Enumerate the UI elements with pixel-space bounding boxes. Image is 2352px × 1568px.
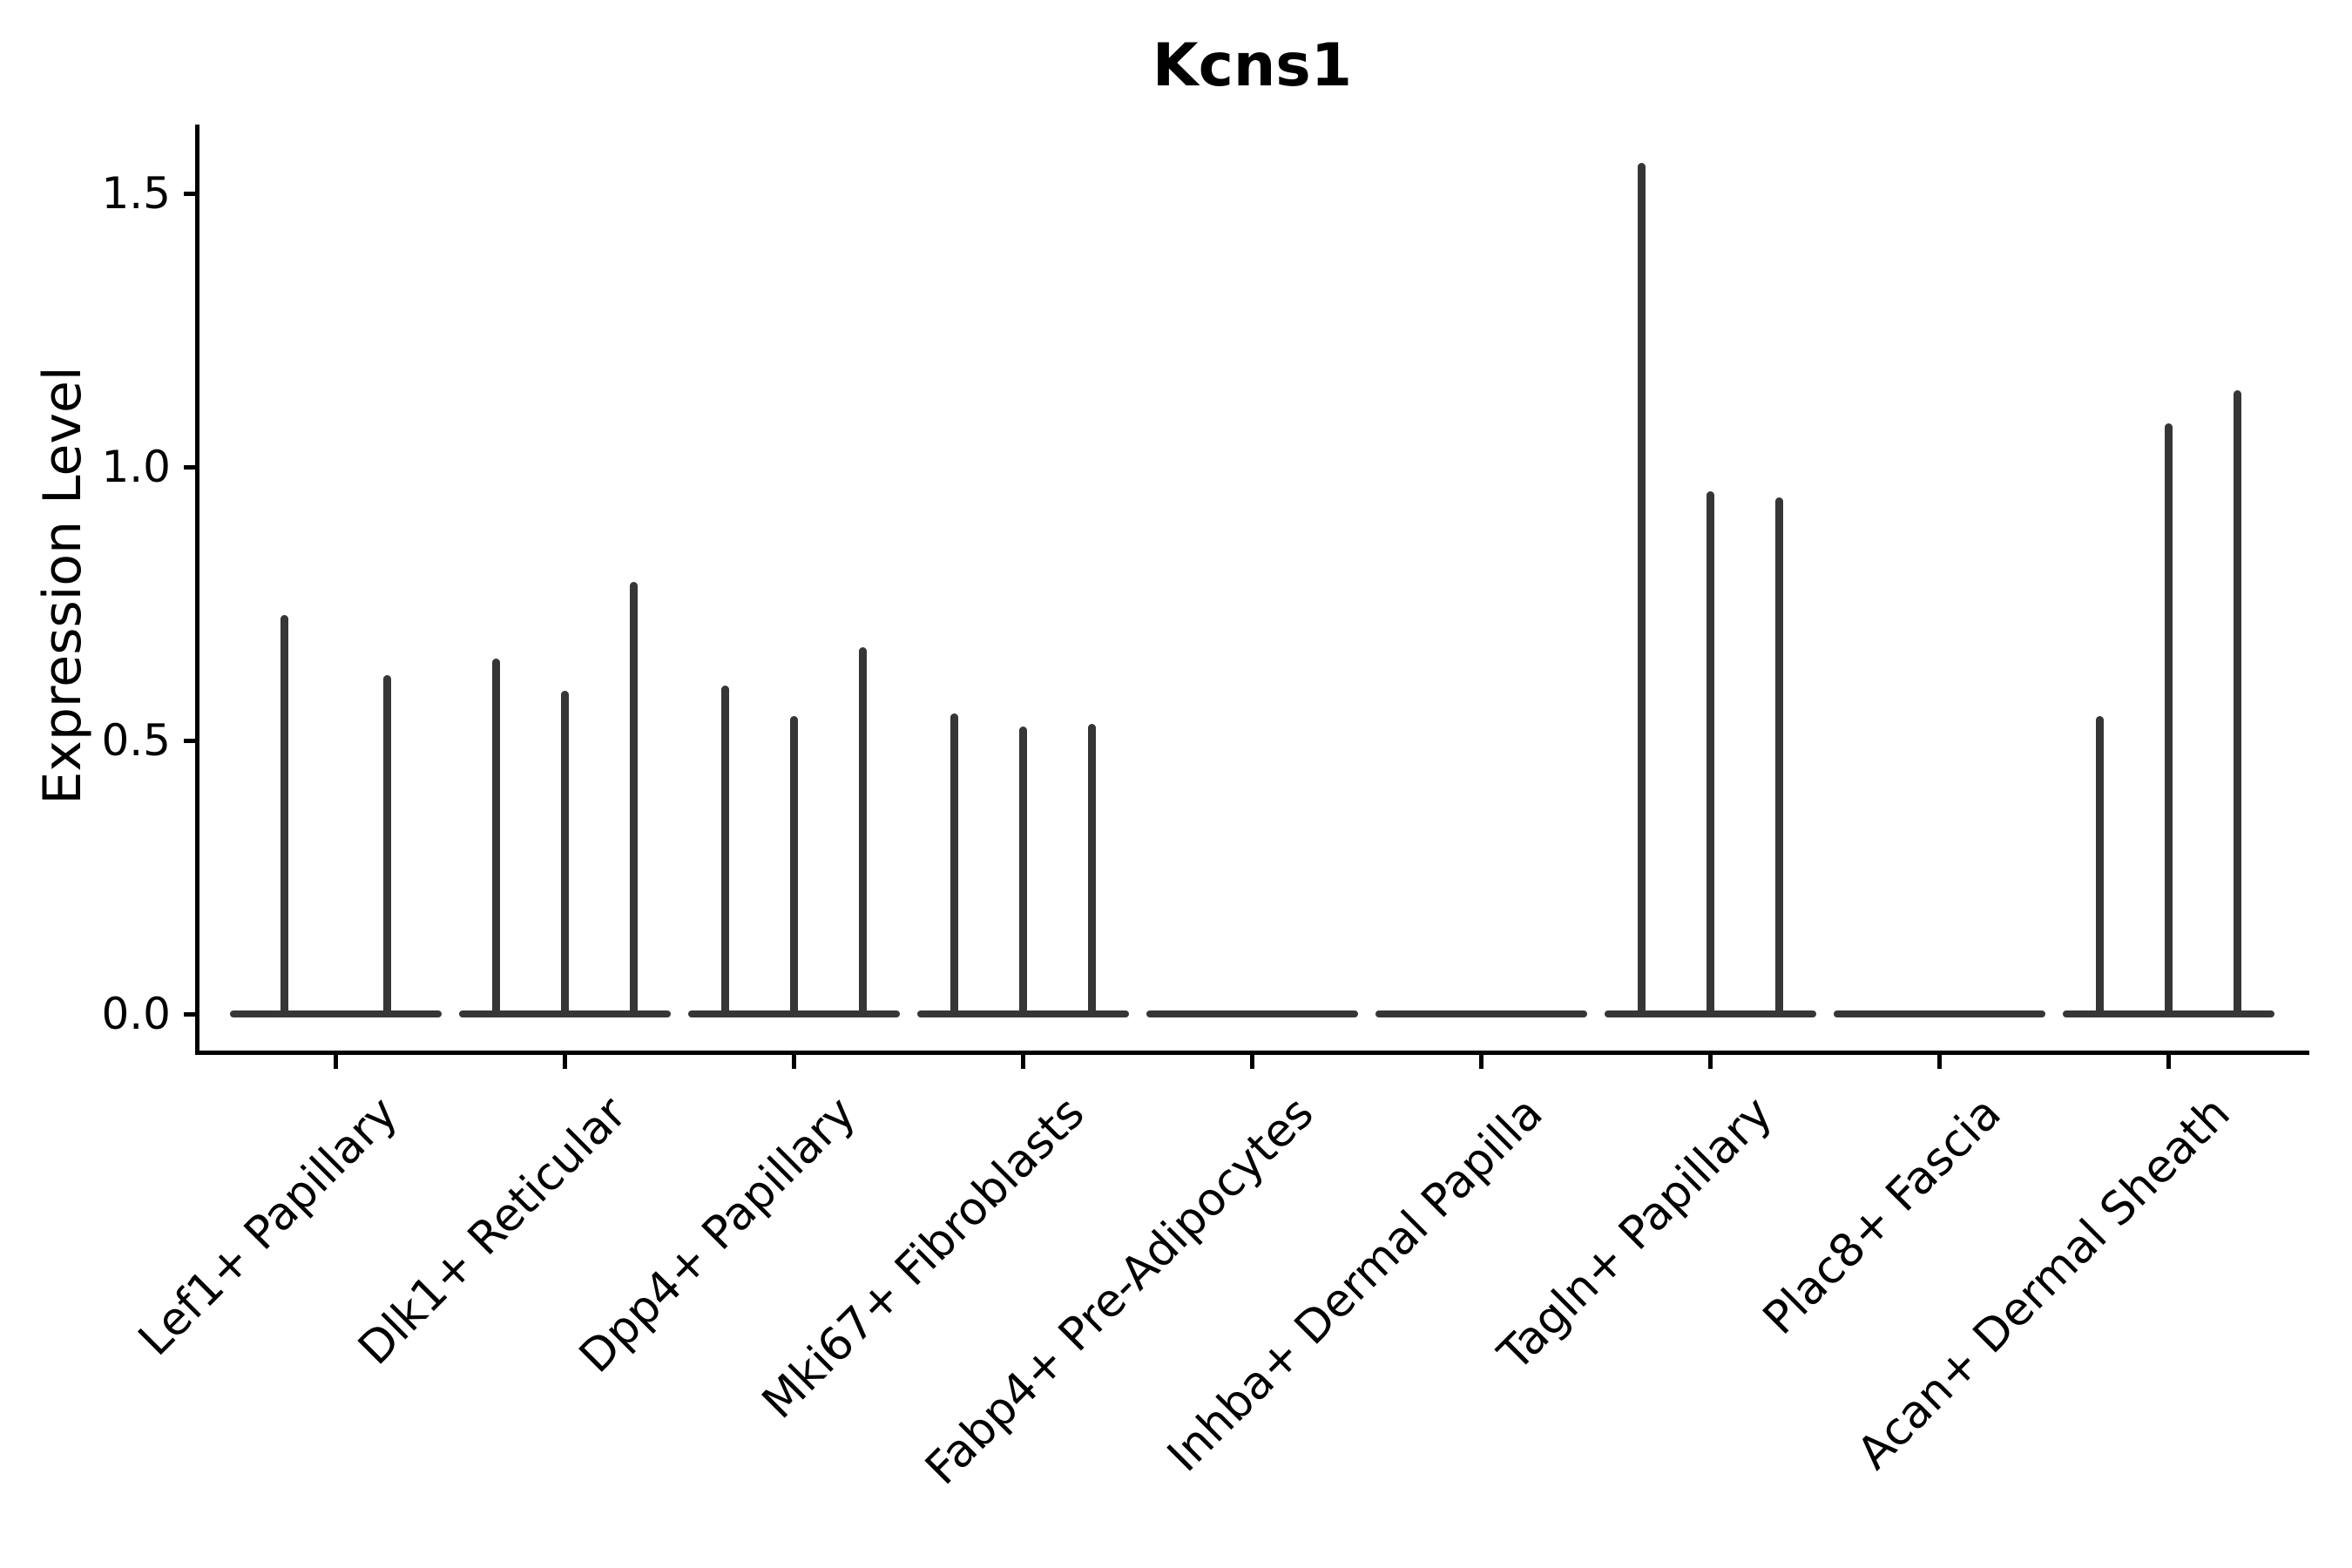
violin-spike — [858, 647, 867, 1017]
y-tick-label: 0.5 — [101, 715, 171, 766]
x-axis-spine — [195, 1051, 2309, 1055]
x-tick-label: Plac8+ Fascia — [1753, 1086, 2011, 1345]
x-tick-label: Inhba+ Dermal Papilla — [1158, 1086, 1553, 1483]
violin-spike — [790, 715, 798, 1017]
violin-spike — [1774, 497, 1783, 1017]
violin-spike — [1638, 163, 1646, 1017]
violin-spike — [2096, 715, 2105, 1017]
violin-spike — [383, 674, 392, 1017]
violin-spike — [492, 658, 501, 1017]
x-tick — [563, 1055, 567, 1069]
x-tick — [1021, 1055, 1025, 1069]
violin-spike — [950, 713, 959, 1017]
x-tick — [1708, 1055, 1713, 1069]
y-tick — [184, 464, 195, 470]
y-tick-label: 1.5 — [101, 168, 171, 219]
y-tick-label: 0.0 — [101, 989, 171, 1039]
violin-spike — [2233, 390, 2241, 1017]
y-tick — [184, 738, 195, 743]
y-axis-spine — [195, 125, 199, 1055]
y-tick — [184, 191, 195, 196]
x-tick — [1250, 1055, 1254, 1069]
y-tick — [184, 1011, 195, 1017]
chart-title: Kcns1 — [1152, 31, 1353, 100]
violin-spike — [1087, 724, 1096, 1017]
violin-spike — [721, 686, 730, 1017]
violin-spike — [280, 614, 288, 1017]
violin-baseline — [1146, 1010, 1358, 1017]
x-tick — [1937, 1055, 1942, 1069]
violin-spike — [1019, 727, 1027, 1017]
x-tick — [2166, 1055, 2171, 1069]
y-axis-label: Expression Level — [32, 366, 93, 805]
violin-spike — [561, 691, 569, 1017]
violin-spike — [629, 581, 638, 1017]
x-tick — [1479, 1055, 1484, 1069]
x-tick — [334, 1055, 338, 1069]
violin-baseline — [1834, 1010, 2045, 1017]
x-tick — [792, 1055, 796, 1069]
violin-spike — [2165, 422, 2173, 1017]
x-tick-label: Acan+ Dermal Sheath — [1848, 1086, 2240, 1480]
violin-spike — [1707, 491, 1714, 1017]
y-tick-label: 1.0 — [101, 442, 171, 492]
x-tick-label: Fabp4+ Pre-Adipocytes — [916, 1086, 1324, 1496]
violin-baseline — [230, 1010, 442, 1017]
violin-baseline — [1375, 1010, 1587, 1017]
